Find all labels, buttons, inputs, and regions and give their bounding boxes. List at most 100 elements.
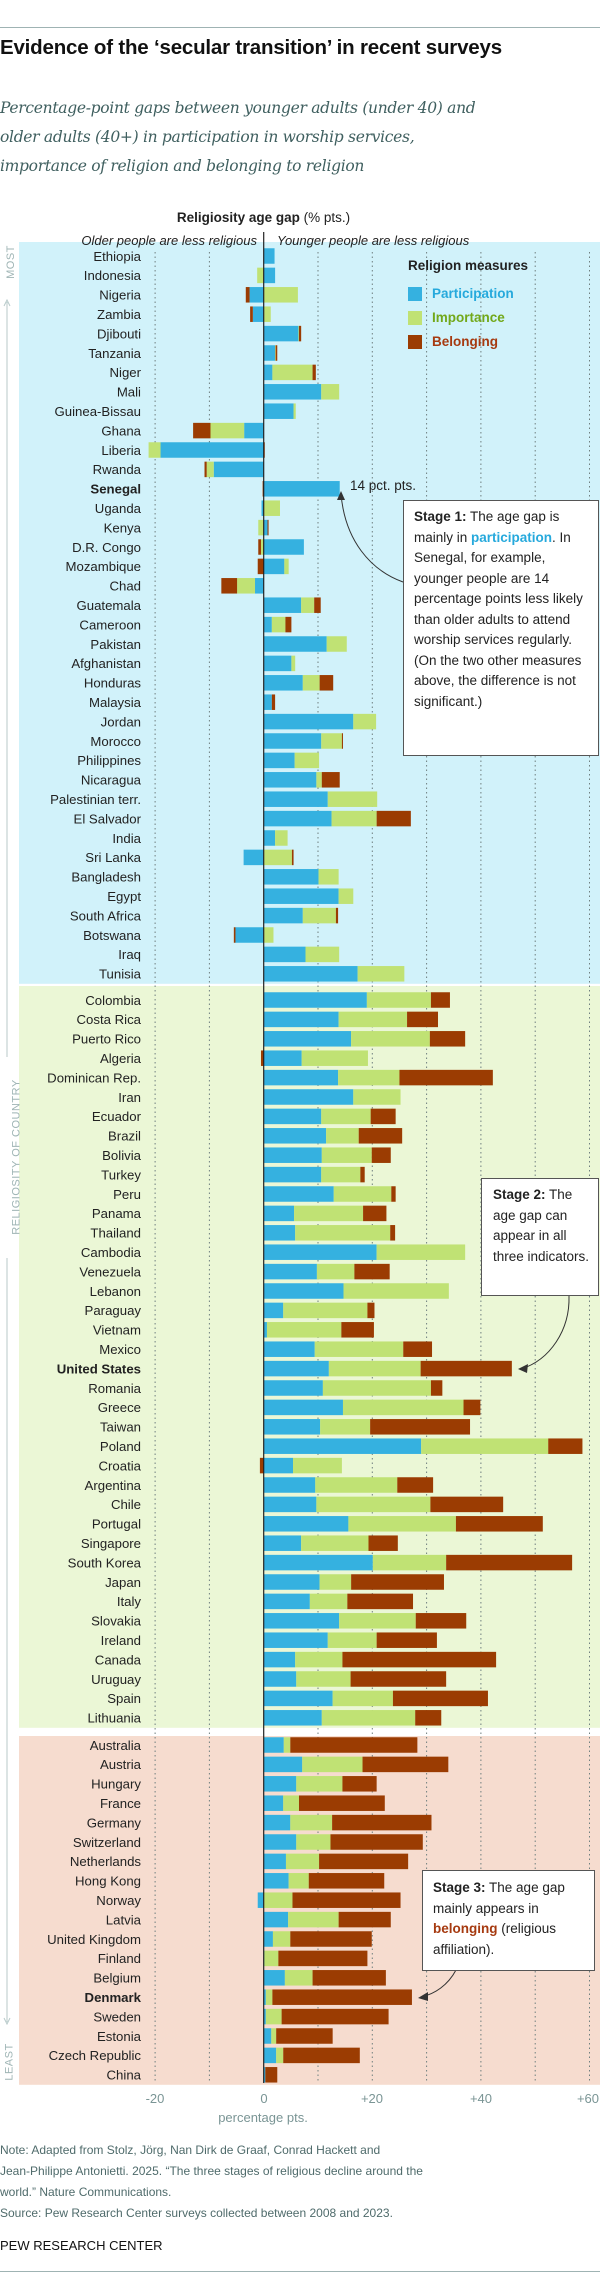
country-label: Hong Kong bbox=[75, 1874, 141, 1889]
senegal-value-label: 14 pct. pts. bbox=[350, 478, 417, 493]
stage1-keyword: participation bbox=[471, 529, 553, 545]
x-tick-label: +40 bbox=[469, 2091, 493, 2106]
bar-importance bbox=[301, 597, 315, 613]
bar-participation bbox=[263, 791, 328, 807]
country-label: Hungary bbox=[91, 1777, 141, 1792]
country-label: Rwanda bbox=[93, 462, 142, 477]
bar-participation bbox=[263, 267, 276, 284]
bar-participation bbox=[263, 1011, 339, 1028]
bar-importance bbox=[348, 1516, 456, 1532]
legend-item-belonging: Belonging bbox=[408, 334, 498, 350]
country-label: Algeria bbox=[100, 1051, 142, 1066]
bar-belonging bbox=[430, 992, 450, 1008]
country-label: Niger bbox=[109, 365, 141, 380]
bar-importance bbox=[421, 1438, 549, 1454]
note-line: Jean-Philippe Antonietti. 2025. “The thr… bbox=[0, 2164, 423, 2178]
bar-belonging bbox=[330, 1834, 423, 1850]
bar-importance bbox=[302, 907, 336, 924]
bar-participation bbox=[235, 927, 264, 943]
bar-importance bbox=[271, 616, 286, 633]
bar-importance bbox=[293, 403, 296, 419]
bar-participation bbox=[263, 636, 327, 652]
bar-participation bbox=[263, 1108, 322, 1125]
bar-belonging bbox=[403, 1341, 433, 1357]
bar-belonging bbox=[312, 364, 316, 381]
bar-participation bbox=[243, 849, 264, 866]
bar-participation bbox=[263, 558, 285, 575]
bar-participation bbox=[263, 1302, 284, 1319]
bar-belonging bbox=[350, 1671, 447, 1687]
bar-participation bbox=[263, 830, 276, 846]
bar-belonging bbox=[390, 1225, 396, 1241]
country-label: Taiwan bbox=[100, 1420, 141, 1435]
bar-belonging bbox=[290, 1737, 418, 1753]
source-line: Source: Pew Research Center surveys coll… bbox=[0, 2206, 393, 2220]
bar-participation bbox=[263, 384, 322, 400]
bar-belonging bbox=[371, 1147, 391, 1163]
y-label-most: MOST bbox=[4, 245, 17, 279]
bar-participation bbox=[263, 733, 322, 749]
bar-belonging bbox=[360, 1166, 365, 1183]
bar-importance bbox=[265, 2008, 282, 2025]
country-label: Ireland bbox=[101, 1633, 141, 1648]
bar-belonging bbox=[272, 1989, 412, 2005]
bar-belonging bbox=[285, 616, 292, 633]
country-label: Dominican Rep. bbox=[47, 1070, 141, 1085]
stage1-text: . In Senegal, for example, younger peopl… bbox=[414, 529, 583, 709]
bar-belonging bbox=[407, 1011, 439, 1028]
bar-importance bbox=[272, 1931, 291, 1947]
bar-belonging bbox=[370, 1419, 471, 1435]
bar-participation bbox=[263, 1873, 289, 1889]
subtitle-line: Percentage-point gaps between younger ad… bbox=[0, 99, 476, 117]
bar-importance bbox=[316, 1496, 431, 1513]
country-label: Cambodia bbox=[81, 1245, 142, 1260]
bar-participation bbox=[263, 888, 339, 904]
country-label: Ecuador bbox=[92, 1109, 142, 1124]
bar-participation bbox=[263, 1477, 316, 1493]
bar-participation bbox=[160, 442, 264, 458]
country-label: United Kingdom bbox=[47, 1932, 141, 1947]
bar-importance bbox=[353, 1089, 401, 1105]
bar-importance bbox=[353, 713, 377, 730]
bar-participation bbox=[263, 248, 275, 264]
bar-participation bbox=[263, 1911, 289, 1928]
bar-participation bbox=[244, 422, 264, 439]
bar-belonging bbox=[267, 519, 269, 536]
country-label: South Africa bbox=[70, 908, 142, 923]
country-label: Uganda bbox=[95, 501, 142, 516]
bar-participation bbox=[263, 1632, 328, 1648]
country-label: Latvia bbox=[106, 1912, 142, 1927]
country-label: Indonesia bbox=[84, 268, 142, 283]
bar-belonging bbox=[397, 1477, 434, 1493]
country-label: Tunisia bbox=[99, 967, 142, 982]
country-label: Belgium bbox=[93, 1971, 141, 1986]
bar-belonging bbox=[271, 694, 276, 710]
bar-participation bbox=[263, 364, 273, 381]
country-label: Uruguay bbox=[91, 1672, 141, 1687]
bar-participation bbox=[263, 1554, 373, 1571]
country-label: Chile bbox=[111, 1497, 141, 1512]
country-label: Romania bbox=[88, 1381, 141, 1396]
bar-importance bbox=[301, 1050, 368, 1066]
arrow-up-icon bbox=[3, 298, 11, 307]
bar-participation bbox=[263, 1360, 329, 1377]
bar-participation bbox=[263, 1438, 422, 1454]
bar-importance bbox=[288, 1911, 339, 1928]
country-label: Morocco bbox=[90, 734, 141, 749]
country-label: India bbox=[112, 831, 141, 846]
country-label: Guatemala bbox=[76, 598, 141, 613]
stage1-heading: Stage 1: bbox=[414, 509, 467, 524]
x-tick-label: 0 bbox=[260, 2091, 268, 2106]
bar-importance bbox=[296, 1776, 343, 1792]
bar-importance bbox=[301, 1535, 369, 1551]
bar-belonging bbox=[314, 597, 321, 613]
country-label: D.R. Congo bbox=[72, 540, 141, 555]
bar-belonging bbox=[430, 1496, 504, 1513]
bar-importance bbox=[272, 364, 313, 381]
pew-logo-text: PEW RESEARCH CENTER bbox=[0, 2238, 163, 2253]
bar-participation bbox=[263, 752, 295, 769]
country-label: Costa Rica bbox=[77, 1012, 142, 1027]
country-label: Peru bbox=[113, 1187, 141, 1202]
bar-importance bbox=[328, 1360, 421, 1377]
